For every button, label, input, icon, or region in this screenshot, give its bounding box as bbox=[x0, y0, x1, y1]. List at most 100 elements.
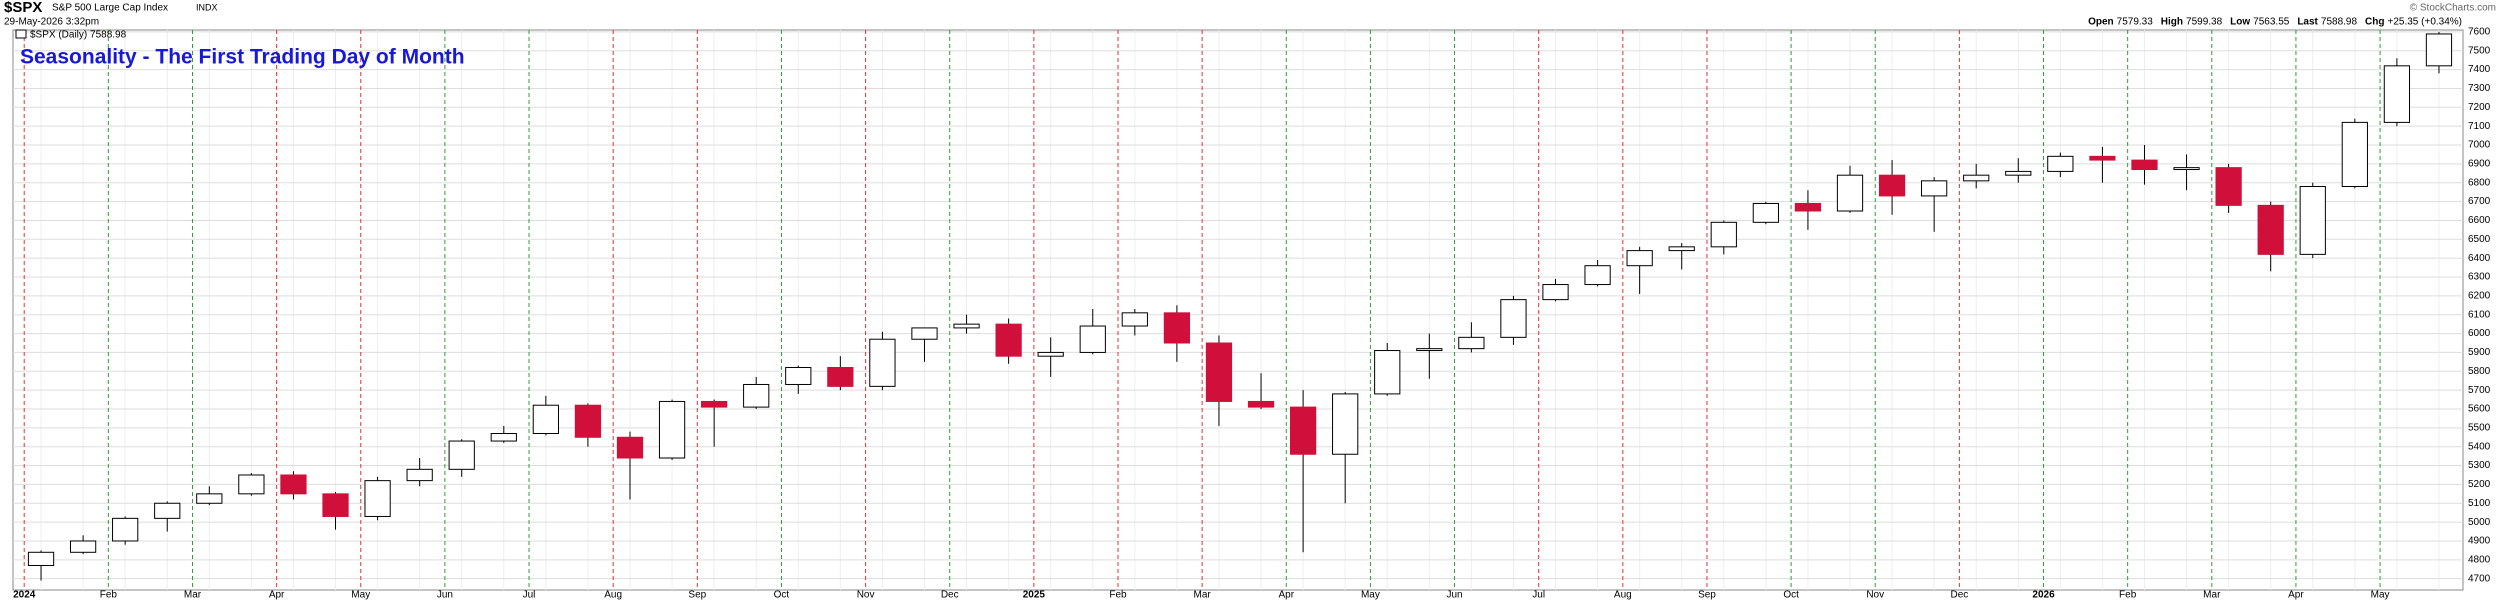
candle-body bbox=[1163, 312, 1191, 344]
candle-body bbox=[995, 323, 1022, 357]
symbol: $SPX bbox=[4, 0, 42, 16]
x-tick-label: Aug bbox=[604, 590, 622, 600]
candle-body bbox=[1079, 325, 1106, 353]
x-tick-label: Apr bbox=[2288, 590, 2304, 600]
y-tick-label: 6400 bbox=[2468, 253, 2491, 264]
candle-body bbox=[1626, 250, 1653, 267]
x-tick-label: Aug bbox=[1614, 590, 1632, 600]
candle-body bbox=[1289, 406, 1317, 455]
plot-layer bbox=[13, 30, 2463, 590]
y-tick-label: 5200 bbox=[2468, 479, 2491, 490]
y-tick-label: 7400 bbox=[2468, 64, 2491, 75]
candle-body bbox=[1205, 342, 1233, 402]
y-tick-label: 6000 bbox=[2468, 328, 2491, 339]
x-tick-label: May bbox=[1361, 590, 1380, 600]
quote-label: Last bbox=[2297, 17, 2318, 28]
candle-body bbox=[1878, 174, 1906, 197]
x-tick-label: Jun bbox=[437, 590, 453, 600]
quote-value: 7563.55 bbox=[2253, 17, 2290, 28]
candle-body bbox=[743, 383, 770, 408]
candle-body bbox=[1963, 174, 1990, 182]
y-tick-label: 5000 bbox=[2468, 517, 2491, 528]
x-tick-label: Sep bbox=[688, 590, 706, 600]
y-tick-label: 6800 bbox=[2468, 177, 2491, 188]
x-tick-label: Nov bbox=[1866, 590, 1884, 600]
candle-body bbox=[406, 468, 433, 482]
candle-body bbox=[1332, 393, 1359, 455]
candle-body bbox=[2215, 167, 2242, 206]
x-tick-label: Nov bbox=[857, 590, 875, 600]
y-tick-label: 5300 bbox=[2468, 460, 2491, 471]
legend-icon bbox=[15, 29, 27, 39]
candle-body bbox=[2047, 155, 2074, 172]
y-tick-label: 5500 bbox=[2468, 422, 2491, 433]
candle-body bbox=[2341, 121, 2368, 187]
quote-value: +25.35 (+0.34%) bbox=[2388, 17, 2463, 28]
y-tick-label: 6500 bbox=[2468, 234, 2491, 245]
candle-body bbox=[2257, 204, 2284, 255]
candle-body bbox=[1710, 221, 1737, 248]
quote-value: 7579.33 bbox=[2117, 17, 2154, 28]
y-tick-label: 6900 bbox=[2468, 159, 2491, 170]
y-tick-label: 5700 bbox=[2468, 385, 2491, 396]
quote-label: High bbox=[2161, 17, 2183, 28]
copyright: © StockCharts.com bbox=[2410, 3, 2496, 14]
candle-body bbox=[2131, 159, 2158, 171]
y-tick-label: 7100 bbox=[2468, 121, 2491, 132]
x-tick-label: Mar bbox=[1194, 590, 1212, 600]
quote-label: Open bbox=[2088, 17, 2114, 28]
candle-body bbox=[785, 367, 812, 385]
chart-title: Seasonality - The First Trading Day of M… bbox=[20, 46, 465, 69]
x-tick-label: Oct bbox=[1783, 590, 1799, 600]
candle-body bbox=[154, 502, 181, 519]
candle-body bbox=[1584, 265, 1611, 286]
y-tick-label: 7200 bbox=[2468, 102, 2491, 113]
y-tick-label: 6700 bbox=[2468, 196, 2491, 207]
candle-body bbox=[1794, 202, 1822, 212]
x-tick-label: 2024 bbox=[13, 590, 36, 600]
x-tick-label: Jul bbox=[523, 590, 536, 600]
candle-body bbox=[1121, 312, 1148, 327]
candle-body bbox=[322, 493, 349, 517]
x-tick-label: Dec bbox=[1950, 590, 1968, 600]
y-tick-label: 7000 bbox=[2468, 140, 2491, 151]
candle-body bbox=[827, 367, 854, 387]
x-tick-label: Feb bbox=[2119, 590, 2137, 600]
candle-body bbox=[196, 493, 223, 504]
x-tick-label: 2025 bbox=[1023, 590, 1046, 600]
candle-body bbox=[364, 480, 391, 517]
index-name: S&P 500 Large Cap Index bbox=[52, 3, 168, 14]
x-tick-label: Jul bbox=[1532, 590, 1545, 600]
y-tick-label: 4700 bbox=[2468, 573, 2491, 584]
quote-label: Low bbox=[2230, 17, 2250, 28]
y-tick-label: 5600 bbox=[2468, 404, 2491, 415]
candle-body bbox=[280, 474, 307, 495]
candle-body bbox=[490, 433, 517, 442]
y-tick-label: 7300 bbox=[2468, 83, 2491, 94]
timestamp: 29-May-2026 3:32pm bbox=[4, 17, 99, 28]
candle-body bbox=[658, 400, 686, 459]
candle-body bbox=[911, 327, 938, 340]
y-tick-label: 5800 bbox=[2468, 366, 2491, 377]
x-tick-label: May bbox=[351, 590, 370, 600]
x-tick-label: Oct bbox=[774, 590, 790, 600]
y-tick-label: 5900 bbox=[2468, 347, 2491, 358]
x-tick-label: Feb bbox=[100, 590, 118, 600]
y-tick-label: 7600 bbox=[2468, 27, 2491, 38]
y-tick-label: 6600 bbox=[2468, 215, 2491, 226]
quote-label: Chg bbox=[2365, 17, 2384, 28]
candle-body bbox=[1374, 350, 1401, 395]
candle-body bbox=[1458, 336, 1485, 350]
y-tick-label: 4800 bbox=[2468, 554, 2491, 565]
quote-value: 7588.98 bbox=[2321, 17, 2358, 28]
x-tick-label: 2026 bbox=[2032, 590, 2055, 600]
y-tick-label: 6300 bbox=[2468, 272, 2491, 283]
y-tick-label: 7500 bbox=[2468, 45, 2491, 56]
candle-body bbox=[2383, 65, 2411, 123]
y-tick-label: 5100 bbox=[2468, 498, 2491, 509]
x-tick-label: Sep bbox=[1698, 590, 1716, 600]
x-tick-label: Apr bbox=[1278, 590, 1294, 600]
candle-body bbox=[2173, 167, 2200, 171]
x-tick-label: May bbox=[2371, 590, 2390, 600]
